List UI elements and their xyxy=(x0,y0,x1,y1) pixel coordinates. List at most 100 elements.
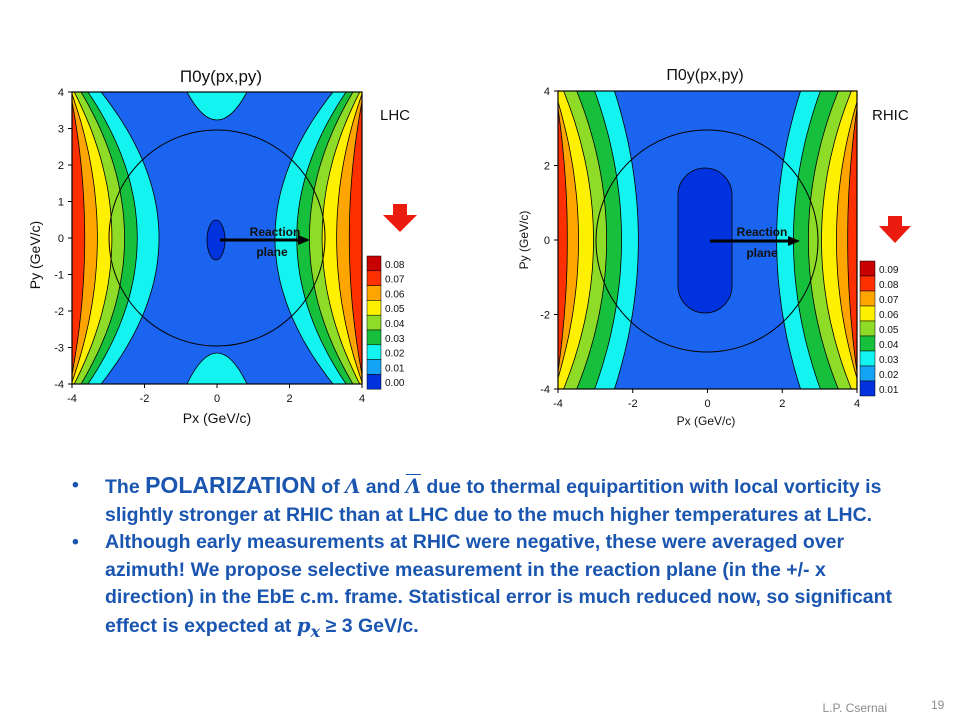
lhc-bottom-lobe xyxy=(186,352,248,384)
rhic-colorbar-swatch xyxy=(859,305,876,322)
rhic-colorbar-swatch xyxy=(859,320,876,337)
footer-author: L.P. Csernai xyxy=(822,701,887,715)
rhic-y-tick-label: 0 xyxy=(544,235,550,247)
lhc-colorbar-label: 0.07 xyxy=(385,275,405,286)
bullet-list: • The POLARIZATION of Λ and Λ due to the… xyxy=(72,472,912,645)
rhic-colorbar-swatch xyxy=(859,350,876,367)
lhc-x-tick-label: -4 xyxy=(67,393,77,405)
rhic-x-axis-label: Px (GeV/c) xyxy=(677,414,736,428)
lhc-band-left-5 xyxy=(72,99,86,377)
lhc-y-tick-label: 0 xyxy=(58,233,64,245)
rhic-contour-bands xyxy=(558,91,857,389)
rhic-band-right-5 xyxy=(847,105,857,375)
rhic-contour-plot: -4 -2 0 2 4 4 2 0 -2 -4 Π0y(px,py) Px (GeV/c) Py … xyxy=(517,67,911,428)
lhc-top-lobe xyxy=(186,92,248,121)
rhic-colorbar-swatch xyxy=(859,290,876,307)
lhc-colorbar-label: 0.03 xyxy=(385,334,405,345)
lhc-reference-circle xyxy=(108,129,326,347)
rhic-colorbar-label: 0.06 xyxy=(879,310,899,321)
rhic-x-tick-label: 4 xyxy=(854,398,860,410)
lhc-reaction-plane-arrowhead xyxy=(298,235,310,245)
lhc-y-tick-label: -1 xyxy=(54,270,64,282)
rhic-colorbar-label: 0.05 xyxy=(879,325,899,336)
bullet-dot-icon: • xyxy=(72,531,79,553)
px-subscript: x xyxy=(310,621,321,641)
bullet1-text-of: of xyxy=(315,476,346,498)
lhc-y-tick-label: 1 xyxy=(58,197,64,209)
rhic-y-tick-label: 4 xyxy=(544,86,550,98)
rhic-y-tick-label: -4 xyxy=(540,384,550,396)
bullet1-text-start: The xyxy=(105,476,146,498)
lhc-red-down-arrow xyxy=(383,204,417,232)
rhic-colorbar-label: 0.02 xyxy=(879,370,899,381)
lhc-y-tick-label: -2 xyxy=(54,306,64,318)
bullet2-text: Although early measurements at RHIC were… xyxy=(105,531,893,637)
rhic-colorbar-label: 0.08 xyxy=(879,280,899,291)
rhic-x-tick-label: -2 xyxy=(628,398,638,410)
lhc-y-tick-label: 3 xyxy=(58,124,64,136)
rhic-colorbar-label: 0.01 xyxy=(879,385,899,396)
rhic-colorbar-swatch xyxy=(859,335,876,352)
lhc-colorbar-swatch xyxy=(366,374,382,390)
lhc-y-tick-label: 2 xyxy=(58,160,64,172)
rhic-colorbar-label: 0.03 xyxy=(879,355,899,366)
lhc-annotation-line2: plane xyxy=(256,245,288,259)
lhc-x-tick-label: 0 xyxy=(214,393,220,405)
lhc-x-axis-label: Px (GeV/c) xyxy=(183,410,251,426)
bullet-measurements: • Although early measurements at RHIC we… xyxy=(72,529,912,645)
lhc-axis-ticks: -4 -2 0 2 4 4 3 2 1 0 -1 -2 -3 -4 xyxy=(54,87,365,405)
px-symbol: px xyxy=(296,613,321,641)
rhic-y-tick-label: 2 xyxy=(544,161,550,173)
lambda-symbol: Λ xyxy=(345,475,361,498)
bullet1-text-and: and xyxy=(360,476,406,498)
bullet1-polarization-word: POLARIZATION xyxy=(145,472,316,498)
rhic-colorbar-label: 0.04 xyxy=(879,340,899,351)
rhic-band-left-5 xyxy=(558,105,568,375)
page-number: 19 xyxy=(931,698,945,712)
rhic-x-tick-label: 0 xyxy=(704,398,710,410)
lhc-chart-title: Π0y(px,py) xyxy=(180,67,262,86)
rhic-y-tick-label: -2 xyxy=(540,310,550,322)
lhc-band-right-5 xyxy=(348,99,362,377)
lhc-y-tick-label: -3 xyxy=(54,343,64,355)
rhic-colorbar-swatch xyxy=(859,260,876,277)
rhic-red-down-arrow xyxy=(879,216,911,243)
rhic-label: RHIC xyxy=(872,107,909,124)
lhc-x-tick-label: -2 xyxy=(140,393,150,405)
lhc-colorbar: 0.08 0.07 0.06 0.05 0.04 0.03 0.02 0.01 0.00 xyxy=(366,255,405,390)
lhc-x-tick-label: 4 xyxy=(359,393,365,405)
lhc-colorbar-label: 0.00 xyxy=(385,378,405,389)
rhic-annotation-line1: Reaction xyxy=(737,225,788,239)
lhc-y-tick-label: 4 xyxy=(58,87,64,99)
lhc-x-tick-label: 2 xyxy=(286,393,292,405)
rhic-colorbar-swatch xyxy=(859,365,876,382)
lhc-annotation-line1: Reaction xyxy=(250,225,301,239)
rhic-chart-title: Π0y(px,py) xyxy=(666,67,743,84)
rhic-axis-ticks: -4 -2 0 2 4 4 2 0 -2 -4 xyxy=(540,86,860,410)
lhc-colorbar-label: 0.02 xyxy=(385,349,405,360)
bullet-polarization: • The POLARIZATION of Λ and Λ due to the… xyxy=(72,472,912,529)
lhc-contour-bands xyxy=(72,92,362,384)
rhic-colorbar: 0.09 0.08 0.07 0.06 0.05 0.04 0.03 0.02 0.01 xyxy=(859,260,899,397)
rhic-reference-circle xyxy=(595,129,819,353)
rhic-colorbar-label: 0.09 xyxy=(879,265,899,276)
lhc-colorbar-label: 0.06 xyxy=(385,289,405,300)
lhc-colorbar-label: 0.08 xyxy=(385,260,405,271)
rhic-x-tick-label: -4 xyxy=(553,398,563,410)
rhic-colorbar-swatch xyxy=(859,275,876,292)
rhic-colorbar-swatch xyxy=(859,380,876,397)
lhc-label: LHC xyxy=(380,107,411,124)
rhic-y-axis-label: Py (GeV/c) xyxy=(517,211,531,270)
rhic-x-tick-label: 2 xyxy=(779,398,785,410)
lhc-y-tick-label: -4 xyxy=(54,379,64,391)
bullet1-text-rest: due to thermal equipartition with local … xyxy=(105,476,882,526)
rhic-reaction-plane-arrowhead xyxy=(788,236,800,246)
rhic-annotation-line2: plane xyxy=(746,246,778,260)
px-p: p xyxy=(296,613,311,637)
bullet2-text-tail: ≥ 3 GeV/c. xyxy=(320,614,419,637)
antilambda-symbol: Λ xyxy=(405,475,421,498)
lhc-colorbar-label: 0.01 xyxy=(385,363,405,374)
lhc-y-axis-label: Py (GeV/c) xyxy=(27,221,43,289)
bullet-dot-icon: • xyxy=(72,474,79,496)
lhc-colorbar-label: 0.04 xyxy=(385,319,405,330)
